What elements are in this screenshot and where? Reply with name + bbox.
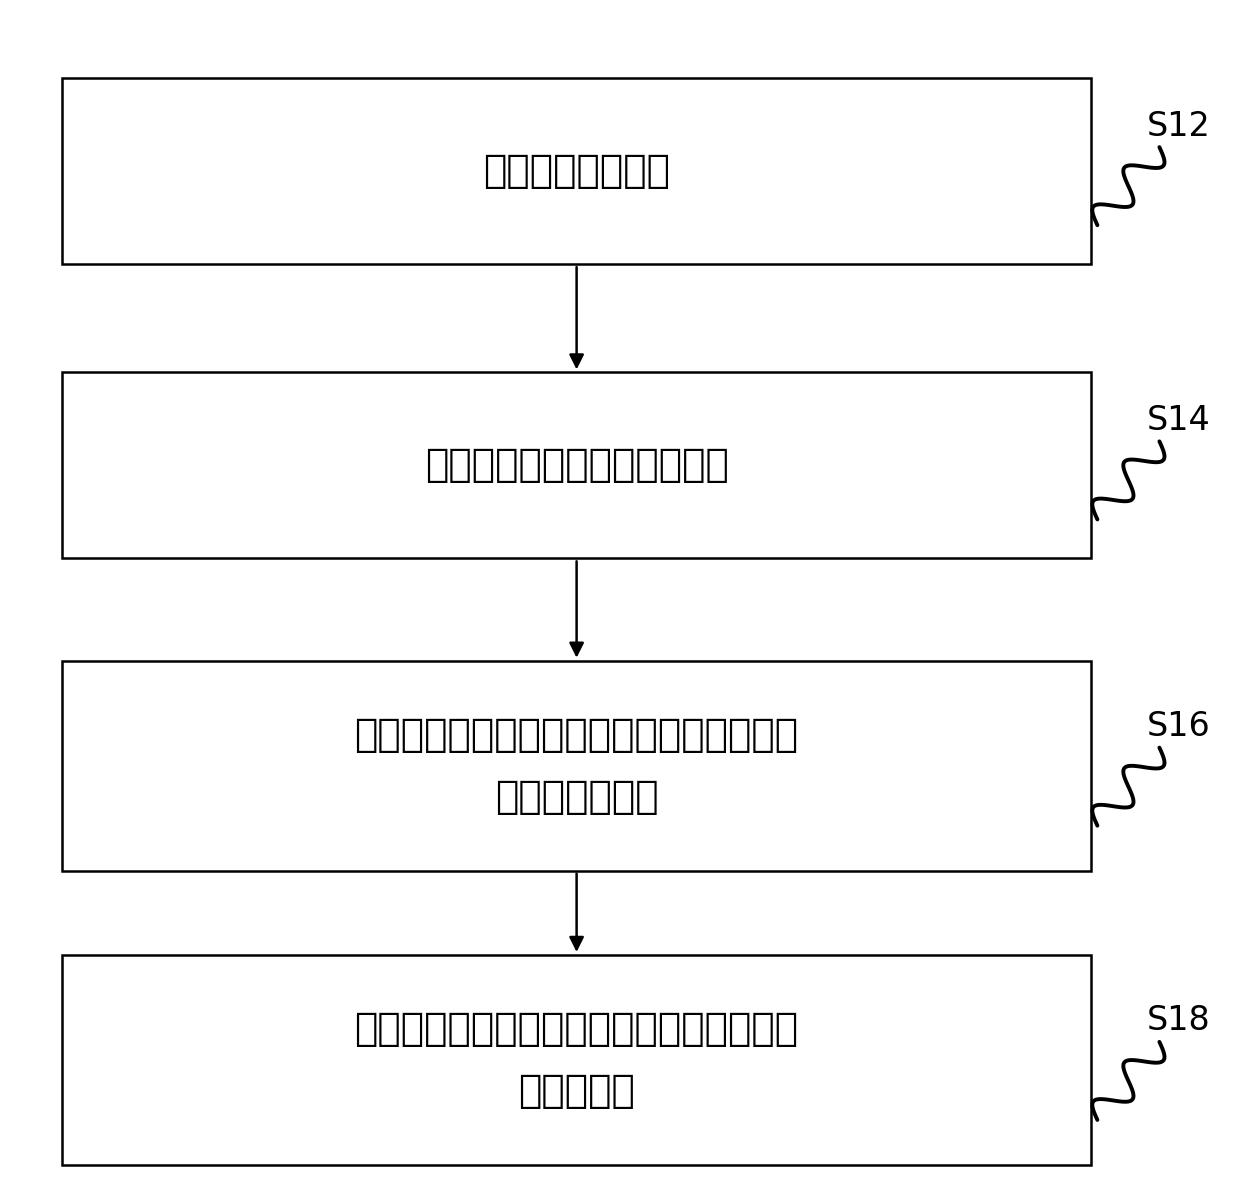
Text: S12: S12	[1147, 109, 1211, 143]
Bar	[62, 78, 1091, 264]
Text: 检测机房振动参数: 检测机房振动参数	[484, 153, 670, 190]
Text: S18: S18	[1147, 1004, 1210, 1038]
Text: S16: S16	[1147, 710, 1210, 743]
Bar	[62, 372, 1091, 558]
Text: 将获取的图像以及检测的振动参数发送给机
房管理人员: 将获取的图像以及检测的振动参数发送给机 房管理人员	[355, 1010, 799, 1110]
Bar	[62, 661, 1091, 871]
Text: 当所述振动参数大于所述阈值时，启动对应
的视频监控单元: 当所述振动参数大于所述阈值时，启动对应 的视频监控单元	[355, 716, 799, 815]
Text: S14: S14	[1147, 404, 1210, 437]
Bar	[62, 955, 1091, 1165]
Text: 判断振动参数是否大于一阈值: 判断振动参数是否大于一阈值	[424, 447, 729, 484]
